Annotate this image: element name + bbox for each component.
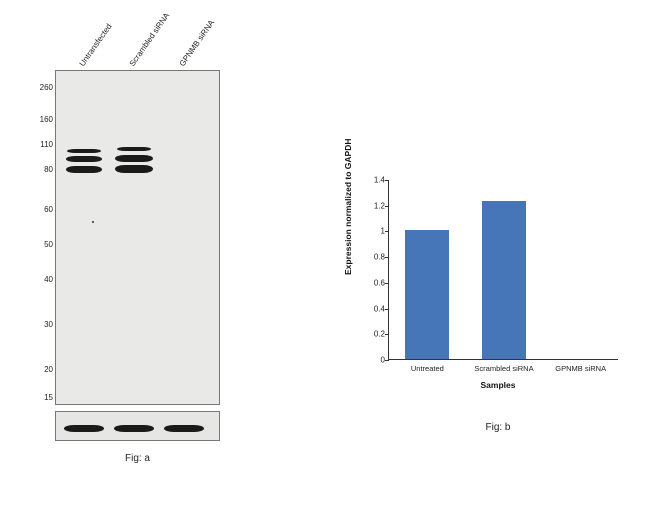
gapdh-band — [64, 425, 104, 432]
chart-area: Expression normalized to GAPDH 00.20.40.… — [368, 180, 628, 390]
figure-b-caption: Fig: b — [368, 422, 628, 433]
mw-marker: 60 — [44, 205, 53, 214]
mw-marker: 110 — [40, 140, 53, 149]
y-tick-label: 0.2 — [363, 330, 385, 339]
y-tick-label: 0 — [363, 356, 385, 365]
lane-label: Untransfected — [78, 22, 114, 68]
mw-marker: 260 — [40, 83, 53, 92]
blot-band — [66, 156, 102, 162]
y-tick-label: 1 — [363, 227, 385, 236]
y-tick-label: 0.6 — [363, 278, 385, 287]
x-tick-label: GPNMB siRNA — [555, 364, 606, 373]
mw-marker: 15 — [44, 393, 53, 402]
western-blot-figure: Untransfected Scrambled siRNA GPNMB siRN… — [55, 10, 315, 464]
mw-marker: 80 — [44, 165, 53, 174]
mw-marker: 40 — [44, 275, 53, 284]
blot-band — [115, 165, 153, 173]
bar-chart-figure: Expression normalized to GAPDH 00.20.40.… — [340, 180, 630, 433]
gapdh-band — [164, 425, 204, 432]
chart-bar — [405, 230, 449, 359]
blot-band — [67, 149, 101, 153]
lane-label: Scrambled siRNA — [128, 11, 172, 68]
x-tick-label: Scrambled siRNA — [474, 364, 533, 373]
mw-marker: 30 — [44, 320, 53, 329]
y-axis-title: Expression normalized to GAPDH — [343, 139, 353, 276]
gapdh-band — [114, 425, 154, 432]
lane-labels-row: Untransfected Scrambled siRNA GPNMB siRN… — [55, 10, 315, 70]
figure-a-caption: Fig: a — [55, 453, 220, 464]
lane-label: GPNMB siRNA — [178, 18, 216, 68]
blot-main-membrane: GPNMB ~ 80 & 110 kDa — [55, 70, 220, 405]
blot-band — [115, 155, 153, 162]
x-tick-label: Untreated — [411, 364, 444, 373]
y-tick-label: 0.4 — [363, 304, 385, 313]
x-axis-title: Samples — [368, 380, 628, 390]
mw-marker: 50 — [44, 240, 53, 249]
y-tick-label: 1.4 — [363, 176, 385, 185]
chart-plot: 00.20.40.60.811.21.4UntreatedScrambled s… — [388, 180, 618, 360]
chart-bar — [482, 201, 526, 359]
blot-band — [117, 147, 151, 151]
mw-marker: 20 — [44, 365, 53, 374]
y-tick-label: 1.2 — [363, 201, 385, 210]
blot-gapdh-membrane: GAPDH — [55, 411, 220, 441]
y-tick-label: 0.8 — [363, 253, 385, 262]
mw-marker: 160 — [40, 115, 53, 124]
blot-band — [66, 166, 102, 173]
